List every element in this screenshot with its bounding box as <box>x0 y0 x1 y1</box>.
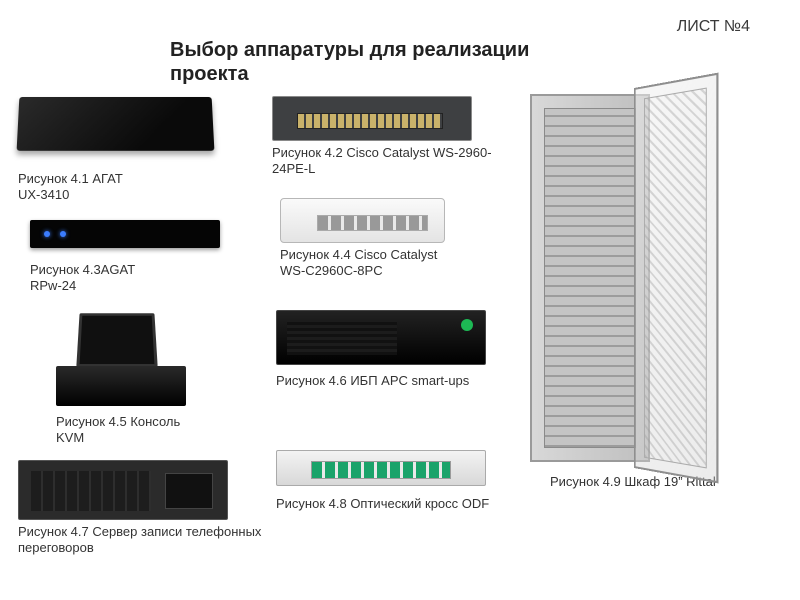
page-title: Выбор аппаратуры для реализации проекта <box>170 38 530 86</box>
figure-4-7-caption: Рисунок 4.7 Сервер записи телефонных пер… <box>18 524 268 557</box>
figure-4-8: Рисунок 4.8 Оптический кросс ODF <box>276 450 526 512</box>
figure-4-6-caption: Рисунок 4.6 ИБП APC smart-ups <box>276 373 496 389</box>
figure-4-2: Рисунок 4.2 Cisco Catalyst WS-2960-24PE-… <box>272 96 492 178</box>
sheet-number-label: ЛИСТ №4 <box>677 18 750 36</box>
figure-4-3: Рисунок 4.3AGAT RPw-24 <box>30 220 220 295</box>
device-rittal-rack-icon <box>530 88 730 468</box>
figure-4-4: Рисунок 4.4 Cisco Catalyst WS-C2960C-8PC <box>280 198 470 280</box>
figure-4-4-caption: Рисунок 4.4 Cisco Catalyst WS-C2960C-8PC <box>280 247 450 280</box>
figure-4-6: Рисунок 4.6 ИБП APC smart-ups <box>276 310 496 389</box>
figure-4-7: Рисунок 4.7 Сервер записи телефонных пер… <box>18 460 268 557</box>
figure-4-8-caption: Рисунок 4.8 Оптический кросс ODF <box>276 496 526 512</box>
device-agat-ux3410-icon <box>17 97 215 151</box>
device-kvm-console-icon <box>56 310 186 410</box>
device-odf-cross-icon <box>276 450 486 486</box>
figure-4-9: Рисунок 4.9 Шкаф 19” Rittal <box>530 88 750 490</box>
device-apc-ups-icon <box>276 310 486 365</box>
figure-4-5-caption: Рисунок 4.5 Консоль KVM <box>56 414 196 447</box>
figure-4-2-caption: Рисунок 4.2 Cisco Catalyst WS-2960-24PE-… <box>272 145 492 178</box>
device-agat-rpw24-icon <box>30 220 220 248</box>
figure-4-3-caption: Рисунок 4.3AGAT RPw-24 <box>30 262 170 295</box>
figure-4-1-caption: Рисунок 4.1 АГАТ UX-3410 <box>18 171 148 204</box>
device-cisco-2960c-8-icon <box>280 198 445 243</box>
figure-4-1: Рисунок 4.1 АГАТ UX-3410 <box>18 96 218 204</box>
device-recording-server-icon <box>18 460 228 520</box>
figure-4-5: Рисунок 4.5 Консоль KVM <box>56 310 206 447</box>
device-cisco-2960-24-icon <box>272 96 472 141</box>
